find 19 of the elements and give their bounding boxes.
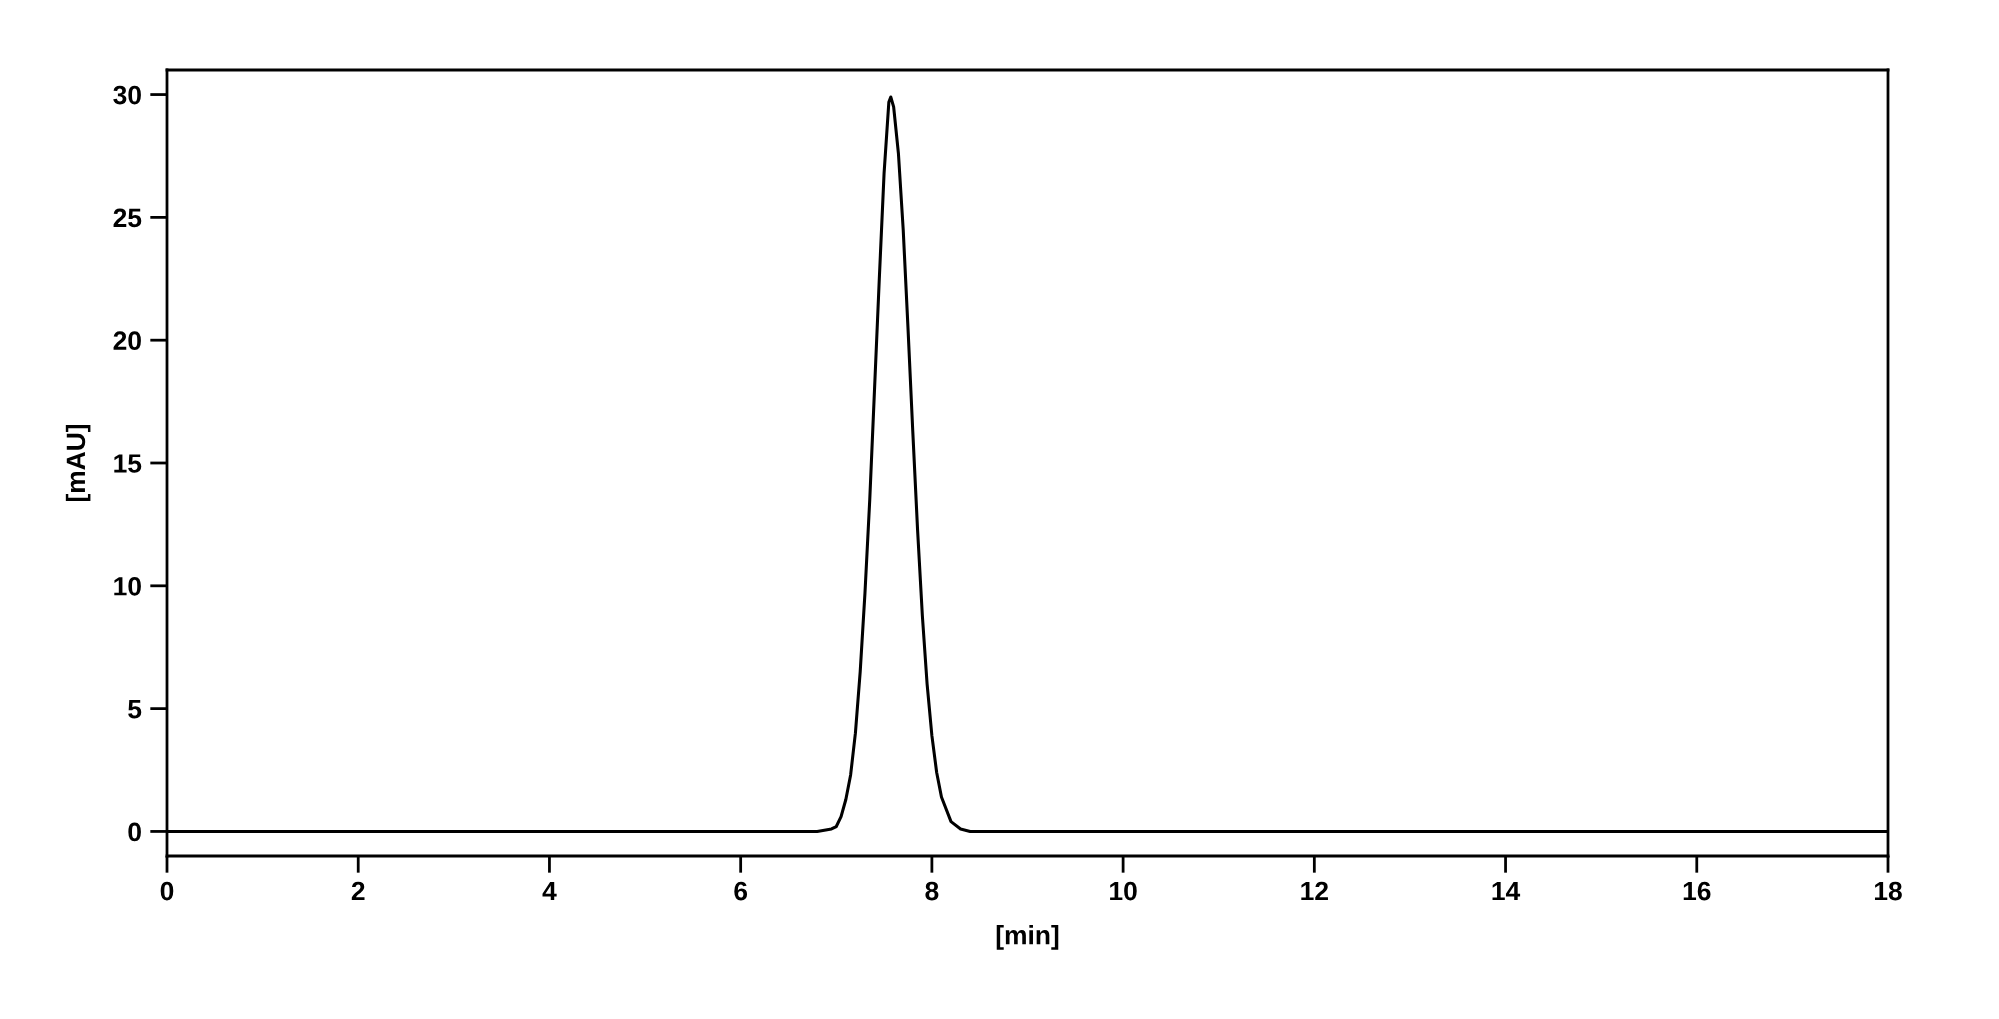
y-tick-label: 15	[114, 454, 142, 473]
x-tick-label: 12	[1301, 881, 1328, 901]
x-tick-label: 0	[160, 881, 174, 901]
y-tick-label: 0	[128, 822, 141, 842]
x-tick-label: 6	[734, 881, 748, 901]
x-tick-label: 4	[542, 881, 557, 901]
x-tick-label: 2	[351, 881, 365, 901]
x-tick-label: 14	[1492, 881, 1521, 901]
x-tick-label: 16	[1683, 881, 1711, 901]
y-tick-label: 20	[113, 331, 141, 351]
x-tick-label: 18	[1874, 881, 1902, 901]
x-tick-label: 8	[925, 881, 939, 901]
y-axis-title: [mAU]	[65, 424, 91, 502]
y-tick-label: 5	[128, 700, 142, 719]
x-tick-label: 10	[1110, 881, 1137, 901]
x-axis-title: [min]	[996, 925, 1059, 950]
y-tick-label: 10	[114, 576, 141, 596]
y-tick-label: 30	[113, 85, 141, 105]
y-tick-label: 25	[113, 208, 142, 228]
